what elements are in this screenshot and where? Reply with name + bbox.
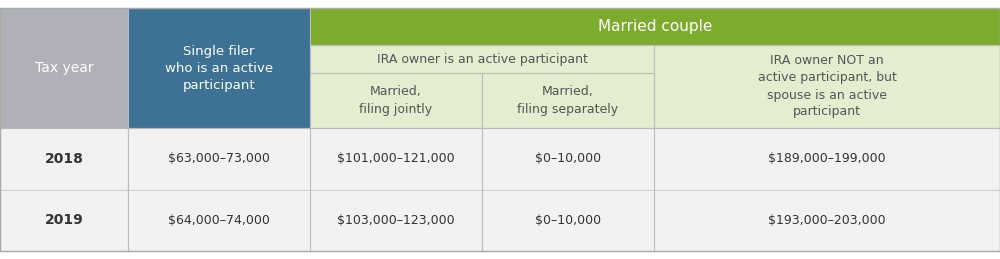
Text: IRA owner is an active participant: IRA owner is an active participant	[377, 53, 587, 66]
Bar	[310, 45, 654, 73]
Text: $193,000–203,000: $193,000–203,000	[768, 214, 886, 227]
Bar	[0, 8, 128, 128]
Text: $63,000–73,000: $63,000–73,000	[168, 152, 270, 165]
Text: Single filer
who is an active
participant: Single filer who is an active participan…	[165, 45, 273, 91]
Bar	[128, 8, 310, 128]
Text: $0–10,000: $0–10,000	[535, 214, 601, 227]
Bar	[310, 128, 482, 251]
Bar	[0, 128, 128, 251]
Text: Married couple: Married couple	[598, 19, 712, 34]
Text: $189,000–199,000: $189,000–199,000	[768, 152, 886, 165]
Text: Married,
filing jointly: Married, filing jointly	[359, 85, 433, 116]
Bar	[654, 128, 1000, 251]
Text: $0–10,000: $0–10,000	[535, 152, 601, 165]
Bar	[654, 45, 1000, 128]
Text: $101,000–121,000: $101,000–121,000	[337, 152, 455, 165]
Text: Married,
filing separately: Married, filing separately	[517, 85, 619, 116]
Text: Tax year: Tax year	[35, 61, 93, 75]
Bar	[482, 73, 654, 128]
Text: $103,000–123,000: $103,000–123,000	[337, 214, 455, 227]
Bar	[310, 73, 482, 128]
Bar	[128, 128, 310, 251]
Text: $64,000–74,000: $64,000–74,000	[168, 214, 270, 227]
Bar	[482, 128, 654, 251]
Text: IRA owner NOT an
active participant, but
spouse is an active
participant: IRA owner NOT an active participant, but…	[758, 54, 896, 119]
Bar	[310, 8, 1000, 45]
Text: 2019: 2019	[45, 213, 83, 227]
Text: 2018: 2018	[45, 152, 83, 166]
